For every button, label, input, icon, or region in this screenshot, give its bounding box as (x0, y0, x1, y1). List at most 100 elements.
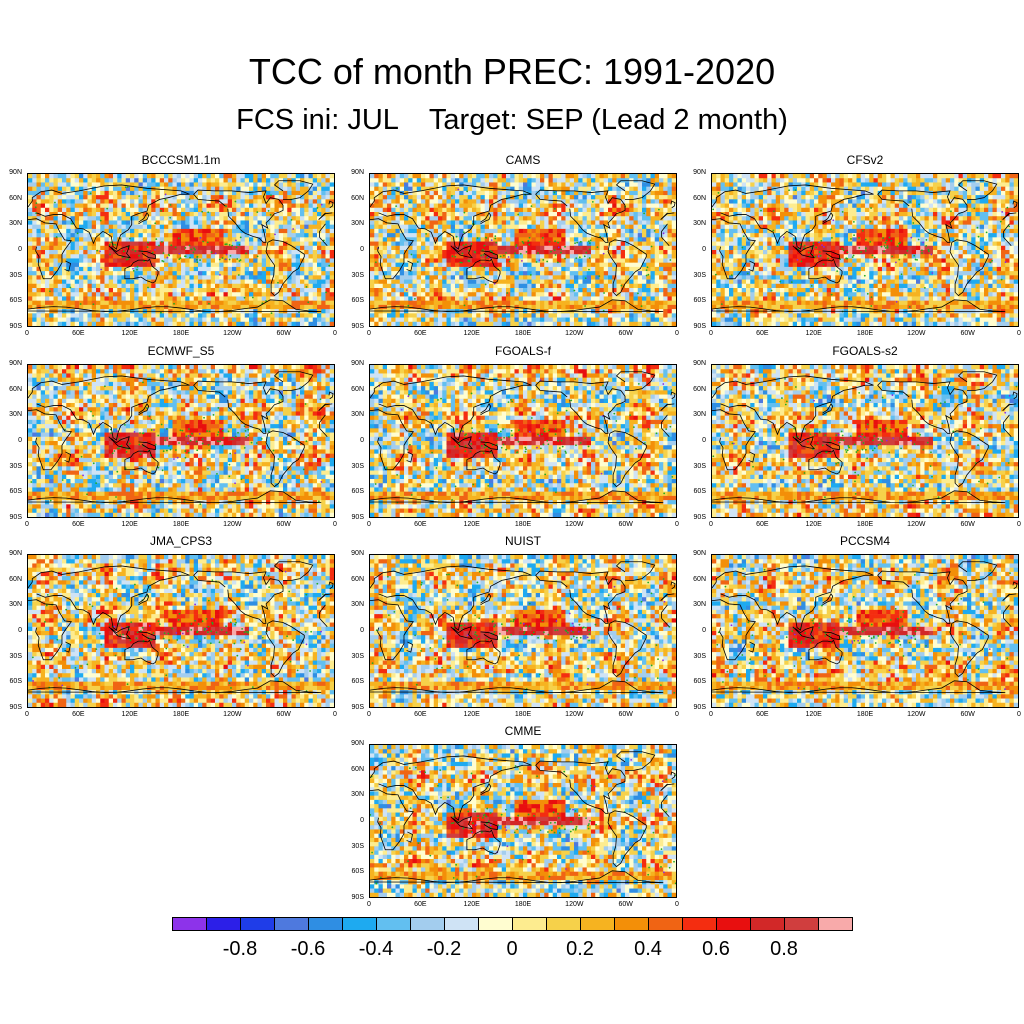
subtitle-init: FCS ini: JUL (236, 100, 399, 140)
coastline (615, 371, 656, 391)
lat-tick-label: 60N (2, 576, 22, 584)
coastline (1003, 428, 1012, 438)
lon-tick-label: 120E (799, 330, 829, 338)
colorbar-box (308, 917, 343, 931)
chart-title: TCC of month PREC: 1991-2020 (0, 50, 1024, 94)
lon-tick-label: 60W (953, 711, 983, 719)
lon-tick-label: 60W (611, 901, 641, 909)
correlation-map (369, 173, 677, 327)
coastline (265, 430, 305, 488)
coastline (877, 570, 968, 624)
map-svg (712, 174, 1018, 326)
coastline (661, 428, 670, 438)
coastline (480, 821, 498, 830)
colorbar-tick-label: 0 (482, 937, 542, 961)
coastline (370, 789, 415, 851)
coastline (607, 620, 647, 678)
lon-tick-label: 0 (320, 711, 350, 719)
coastline (748, 260, 755, 272)
panel-title: BCCCSM1.1m (27, 152, 335, 168)
coastline (370, 184, 532, 250)
correlation-map (27, 364, 335, 518)
coastline (660, 403, 668, 411)
panel-title: CFSv2 (711, 152, 1019, 168)
coastline (877, 380, 968, 434)
antarctica-coast (712, 490, 1006, 504)
coastline (535, 189, 626, 243)
coastline (466, 639, 501, 665)
coastline (406, 451, 413, 463)
lat-tick-label: 60S (344, 488, 364, 496)
lat-tick-label: 30S (344, 463, 364, 471)
coastline (265, 239, 305, 297)
antarctica-coast (370, 299, 664, 313)
lon-tick-label: 60E (405, 711, 435, 719)
antarctica-coast (370, 680, 664, 694)
lat-tick-label: 60N (344, 576, 364, 584)
lat-tick-label: 60S (686, 488, 706, 496)
colorbar-box (172, 917, 207, 931)
lat-tick-label: 90S (344, 894, 364, 902)
map-panel: NUIST 90N 60N 30N 0 30S 60S 90S 0 60E 120E 180E 120W… (342, 533, 682, 718)
lat-tick-label: 60S (686, 297, 706, 305)
antarctica-coast (28, 490, 322, 504)
coastline (328, 581, 334, 590)
coastline (822, 441, 840, 450)
coastline (712, 565, 874, 631)
coastline (28, 218, 73, 280)
map-panel: JMA_CPS3 90N 60N 30N 0 30S 60S 90S 0 60E 120E 180E 1… (0, 533, 340, 718)
tcc-field (370, 174, 676, 326)
lon-tick-label: 120W (901, 521, 931, 529)
lon-tick-label: 180E (166, 711, 196, 719)
coastline (822, 250, 840, 259)
lon-tick-label: 180E (850, 711, 880, 719)
lon-tick-label: 180E (166, 330, 196, 338)
coastline (607, 239, 647, 297)
coastline (670, 771, 676, 780)
lon-tick-label: 60E (405, 330, 435, 338)
coastline (406, 641, 413, 653)
panel-title: JMA_CPS3 (27, 533, 335, 549)
antarctica-coast (712, 299, 1006, 313)
lon-tick-label: 120W (559, 901, 589, 909)
coastline (370, 565, 532, 631)
coastline (480, 403, 492, 416)
coastline (28, 375, 190, 441)
coastline (406, 260, 413, 272)
coastline (712, 375, 874, 441)
coastline (273, 371, 314, 391)
lon-tick-label: 60W (611, 521, 641, 529)
significance-dots (712, 378, 1018, 502)
coastline (138, 631, 156, 640)
coastline (808, 639, 843, 665)
coastline (318, 212, 326, 220)
lat-tick-label: 30N (686, 411, 706, 419)
lon-tick-label: 0 (696, 330, 726, 338)
lat-tick-label: 30S (686, 653, 706, 661)
lat-tick-label: 90S (2, 514, 22, 522)
coastline (712, 218, 757, 280)
lon-tick-label: 120E (457, 711, 487, 719)
lon-tick-label: 120E (799, 711, 829, 719)
lat-tick-label: 90S (686, 704, 706, 712)
coastline (822, 212, 834, 225)
lat-tick-label: 90S (2, 704, 22, 712)
panel-title: FGOALS-f (369, 343, 677, 359)
lon-tick-label: 120E (799, 521, 829, 529)
lat-tick-label: 30N (686, 601, 706, 609)
lon-tick-label: 0 (320, 330, 350, 338)
coastline (670, 391, 676, 400)
lon-tick-label: 0 (662, 521, 692, 529)
coastline (450, 436, 474, 450)
lon-tick-label: 120E (115, 521, 145, 529)
lon-tick-label: 180E (508, 901, 538, 909)
lon-tick-label: 60W (953, 521, 983, 529)
significance-dots (716, 568, 1011, 693)
map-svg (370, 555, 676, 707)
lat-tick-label: 60N (2, 386, 22, 394)
lat-tick-label: 90N (686, 550, 706, 558)
antarctica-coast (28, 299, 322, 313)
lon-tick-label: 0 (12, 711, 42, 719)
coastline (124, 258, 159, 284)
tcc-field (712, 174, 1018, 326)
